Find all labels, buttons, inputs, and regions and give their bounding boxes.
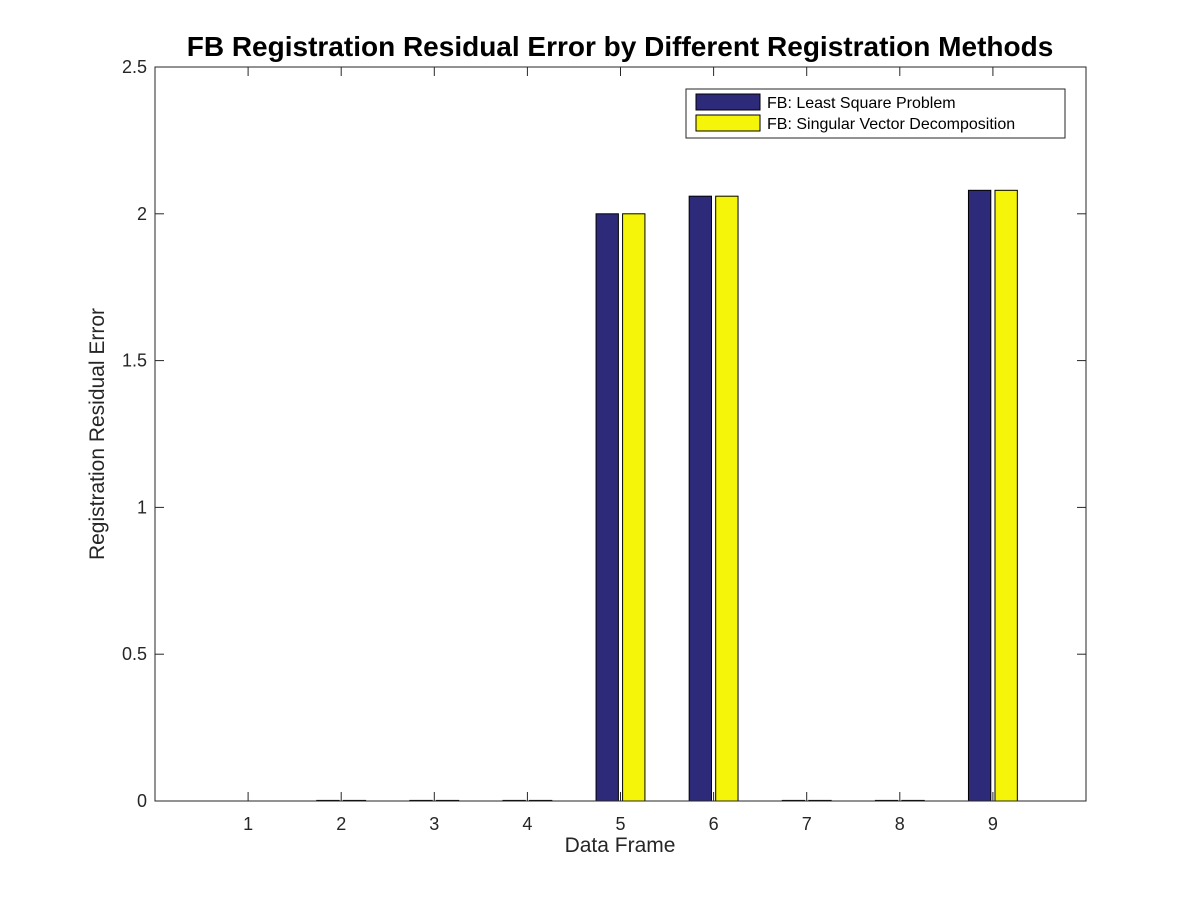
x-tick-label: 1 [243, 814, 253, 834]
legend-label-series-1: FB: Least Square Problem [767, 95, 956, 112]
bar-series-2-frame-9 [994, 189, 1018, 802]
x-tick-label: 6 [709, 814, 719, 834]
x-tick-label: 2 [336, 814, 346, 834]
y-tick-label: 2.5 [122, 57, 147, 77]
legend: FB: Least Square Problem FB: Singular Ve… [685, 88, 1066, 139]
axes-box [154, 66, 1087, 802]
y-tick-label: 1 [137, 497, 147, 517]
bar-series-1-frame-6 [688, 195, 712, 802]
x-tick-label: 7 [802, 814, 812, 834]
x-tick-label: 5 [615, 814, 625, 834]
plot-area [155, 67, 1086, 801]
ticks-layer: 1 2 3 4 5 6 7 8 9 0 0.5 1 1.5 2 2.5 [122, 57, 1086, 834]
bar-series-1-frame-5 [595, 213, 619, 802]
legend-label-series-2: FB: Singular Vector Decomposition [767, 116, 1015, 133]
x-tick-label: 9 [988, 814, 998, 834]
chart-title: FB Registration Residual Error by Differ… [187, 31, 1054, 62]
x-axis-label: Data Frame [565, 834, 676, 857]
bars-layer [316, 189, 1018, 802]
y-tick-label: 1.5 [122, 351, 147, 371]
y-tick-label: 2 [137, 204, 147, 224]
y-tick-label: 0 [137, 791, 147, 811]
x-tick-label: 3 [429, 814, 439, 834]
x-tick-label: 4 [522, 814, 532, 834]
y-tick-label: 0.5 [122, 644, 147, 664]
bar-series-1-frame-9 [967, 189, 992, 802]
y-axis-label: Registration Residual Error [86, 308, 109, 560]
legend-swatch-series-2 [695, 114, 761, 132]
bar-series-2-frame-6 [715, 195, 739, 802]
legend-swatch-series-1 [695, 93, 761, 111]
bar-series-2-frame-5 [622, 213, 646, 802]
x-tick-label: 8 [895, 814, 905, 834]
